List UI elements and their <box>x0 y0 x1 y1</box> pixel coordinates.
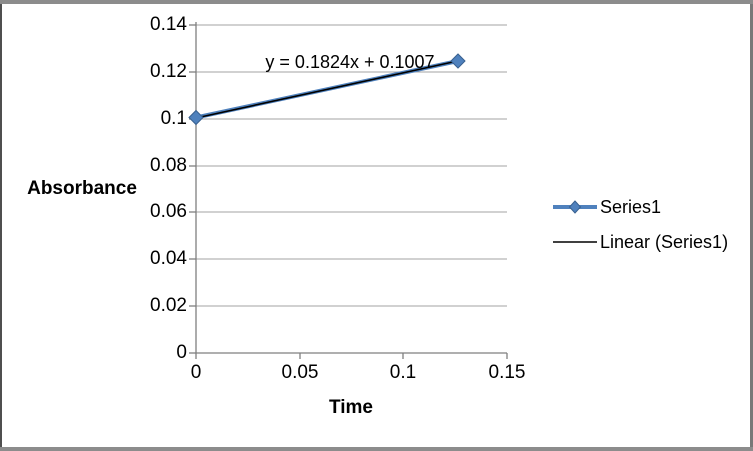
data-point-marker <box>450 53 466 69</box>
frame-left-edge <box>0 0 2 451</box>
x-tick-label: 0.1 <box>389 362 417 383</box>
y-tick-label: 0.1 <box>160 108 187 129</box>
x-tick-label: 0.05 <box>281 362 319 383</box>
legend-swatches <box>553 200 597 243</box>
y-tick-label: 0.14 <box>150 14 187 35</box>
legend-series1-marker-icon <box>568 200 582 214</box>
x-tick-label: 0.15 <box>488 362 526 383</box>
x-tick-label: 0 <box>190 362 202 383</box>
trendline-equation: y = 0.1824x + 0.1007 <box>265 52 435 72</box>
frame-right-edge <box>750 0 753 451</box>
data-point-marker <box>188 109 204 126</box>
trendline <box>195 59 463 119</box>
y-tick-label: 0 <box>176 342 187 363</box>
frame-bottom-edge <box>0 447 753 451</box>
x-axis-title: Time <box>328 397 373 418</box>
legend-label-linear: Linear (Series1) <box>600 232 729 252</box>
y-axis-title: Absorbance <box>27 178 137 199</box>
frame-top-edge <box>0 0 753 4</box>
legend-label-series1: Series1 <box>600 197 662 217</box>
y-tick-label: 0.08 <box>150 155 187 176</box>
gridlines <box>196 24 507 307</box>
y-tick-label: 0.06 <box>150 201 187 222</box>
y-tick-label: 0.12 <box>150 61 187 82</box>
y-tick-label: 0.04 <box>150 248 187 269</box>
y-tick-label: 0.02 <box>150 295 187 316</box>
